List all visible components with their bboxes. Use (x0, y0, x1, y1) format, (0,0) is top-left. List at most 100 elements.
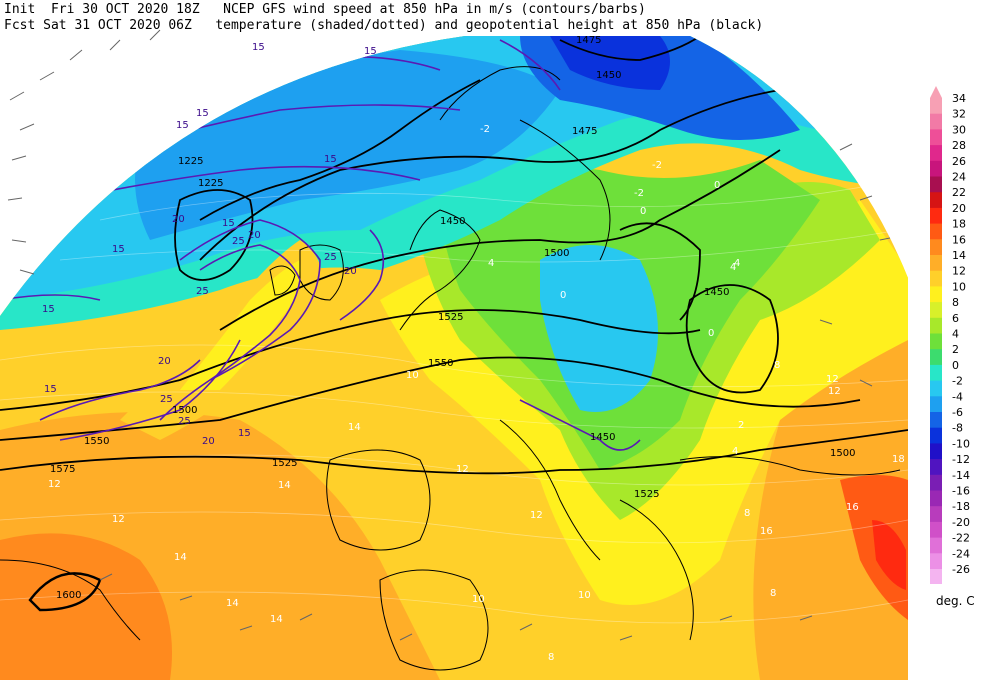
colorbar-swatch (930, 255, 942, 272)
wind-label: 20 (344, 266, 357, 277)
temp-label: 12 (530, 510, 543, 521)
colorbar-unit: deg. C (936, 594, 975, 608)
temp-label: 0 (640, 206, 646, 217)
colorbar-label: -12 (952, 453, 970, 466)
temp-label: 12 (48, 479, 61, 490)
wind-label: 15 (196, 108, 209, 119)
height-label: 1550 (84, 436, 109, 447)
colorbar-label: 4 (952, 328, 959, 341)
colorbar-label: -22 (952, 532, 970, 545)
temp-label: 8 (774, 360, 780, 371)
height-label: 1575 (50, 464, 75, 475)
colorbar-swatch (930, 490, 942, 507)
height-label: 1450 (596, 70, 621, 81)
coastlines (0, 66, 901, 671)
colorbar-label: -8 (952, 422, 963, 435)
wind-label: 25 (232, 236, 245, 247)
colorbar-swatch (930, 537, 942, 554)
colorbar-swatch (930, 239, 942, 256)
colorbar-label: 18 (952, 218, 966, 231)
colorbar-label: 30 (952, 123, 966, 136)
wind-label: 15 (238, 428, 251, 439)
colorbar-swatch (930, 459, 942, 476)
temp-label: 12 (112, 514, 125, 525)
wind-label: 20 (248, 230, 261, 241)
wind-label: 15 (364, 46, 377, 57)
colorbar-swatch (930, 333, 942, 350)
colorbar-label: 2 (952, 343, 959, 356)
colorbar-swatch (930, 569, 942, 584)
colorbar-label: 0 (952, 359, 959, 372)
height-label: 1600 (56, 590, 81, 601)
wind-label: 15 (252, 42, 265, 53)
temp-label: 12 (456, 464, 469, 475)
colorbar-label: 20 (952, 202, 966, 215)
wind-label: 15 (112, 244, 125, 255)
colorbar-label: 34 (952, 92, 966, 105)
colorbar-label: 26 (952, 155, 966, 168)
colorbar-swatch (930, 553, 942, 570)
wind-label: 15 (42, 304, 55, 315)
colorbar-swatch (930, 506, 942, 523)
colorbar-swatch (930, 270, 942, 287)
height-label: 1450 (590, 432, 615, 443)
temp-label: -2 (634, 188, 644, 199)
temp-label: 8 (744, 508, 750, 519)
colorbar-swatch (930, 474, 942, 491)
wind-barbs (7, 29, 891, 641)
temp-label: 14 (226, 598, 239, 609)
temp-label: 4 (734, 258, 740, 269)
wind-label: 15 (222, 218, 235, 229)
colorbar-swatch (930, 443, 942, 460)
colorbar-label: 32 (952, 108, 966, 121)
wind-label: 25 (160, 394, 173, 405)
temp-label: 18 (892, 454, 905, 465)
height-label: 1450 (440, 216, 465, 227)
colorbar-label: -14 (952, 469, 970, 482)
temp-label: 8 (770, 588, 776, 599)
colorbar-swatch (930, 364, 942, 382)
colorbar-label: 22 (952, 186, 966, 199)
colorbar-swatch (930, 521, 942, 539)
colorbar-label: 28 (952, 139, 966, 152)
colorbar-label: 16 (952, 233, 966, 246)
colorbar-swatch (930, 98, 942, 115)
height-label: 1225 (178, 156, 203, 167)
colorbar: 3432302826242220181614121086420-2-4-6-8-… (930, 86, 970, 584)
temp-label: 0 (708, 328, 714, 339)
wind-label: 15 (44, 384, 57, 395)
colorbar-swatch (930, 302, 942, 319)
temp-label: 14 (270, 614, 283, 625)
colorbar-label: -20 (952, 516, 970, 529)
temp-label: -2 (652, 160, 662, 171)
colorbar-label: 10 (952, 280, 966, 293)
temp-label: 4 (732, 446, 738, 457)
temp-label: 12 (828, 386, 841, 397)
colorbar-swatch (930, 223, 942, 240)
colorbar-label: -18 (952, 500, 970, 513)
colorbar-swatch (930, 349, 942, 366)
colorbar-label: 24 (952, 171, 966, 184)
colorbar-label: 8 (952, 296, 959, 309)
wind-label: 15 (176, 120, 189, 131)
colorbar-label: 12 (952, 265, 966, 278)
colorbar-label: -10 (952, 437, 970, 450)
temp-label: 14 (174, 552, 187, 563)
temp-label: -2 (480, 124, 490, 135)
wind-label: 20 (158, 356, 171, 367)
temp-label: 16 (846, 502, 859, 513)
wind-label: 25 (178, 416, 191, 427)
temp-label: 10 (578, 590, 591, 601)
colorbar-label: 6 (952, 312, 959, 325)
temp-label: 16 (760, 526, 773, 537)
colorbar-label: -24 (952, 547, 970, 560)
colorbar-swatch (930, 207, 942, 225)
temp-label: 12 (826, 374, 839, 385)
header-line-2: Fcst Sat 31 OCT 2020 06Z temperature (sh… (4, 18, 764, 33)
temp-label: 0 (560, 290, 566, 301)
colorbar-label: -26 (952, 563, 970, 576)
temp-label: 0 (714, 180, 720, 191)
colorbar-label: -6 (952, 406, 963, 419)
